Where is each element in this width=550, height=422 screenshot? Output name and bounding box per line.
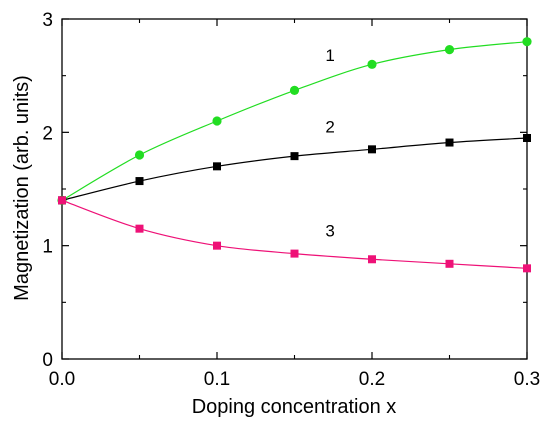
data-point xyxy=(213,241,221,250)
plot-area: 0.0 0.1 0.2 0.3 0 1 2 3 xyxy=(42,10,540,390)
x-axis-title: Doping concentration x xyxy=(192,396,397,418)
series-label-3: 3 xyxy=(325,222,334,241)
data-point xyxy=(523,134,531,142)
series-line-1 xyxy=(61,41,528,201)
data-point xyxy=(135,177,144,186)
x-tick-label: 0.2 xyxy=(359,369,385,390)
data-point xyxy=(290,152,299,161)
y-tick-label: 3 xyxy=(42,10,53,31)
series-label-1: 1 xyxy=(325,46,334,65)
annotation-layer: 1 2 3 xyxy=(325,46,334,241)
data-point xyxy=(368,145,376,154)
plot-frame xyxy=(61,18,528,360)
y-tick-label: 1 xyxy=(42,237,53,258)
data-point xyxy=(367,59,377,69)
x-tick-label: 0.3 xyxy=(514,369,540,390)
data-point xyxy=(58,196,66,205)
series-layer xyxy=(57,37,532,273)
series-line-2 xyxy=(61,137,528,201)
y-tick-label: 0 xyxy=(42,350,53,371)
data-point xyxy=(444,45,455,55)
y-axis-title: Magnetization (arb. units) xyxy=(11,75,33,301)
series-1 xyxy=(57,37,532,205)
data-point xyxy=(368,255,376,264)
data-point xyxy=(213,162,221,171)
x-tick-label: 0.0 xyxy=(49,369,75,390)
data-point xyxy=(445,259,454,268)
series-label-2: 2 xyxy=(325,117,334,136)
y-tick-label: 2 xyxy=(42,123,53,144)
data-point xyxy=(445,138,454,147)
series-line-3 xyxy=(61,199,528,269)
data-point xyxy=(212,116,222,126)
data-point xyxy=(289,85,300,95)
x-tick-label: 0.1 xyxy=(204,369,230,390)
series-3 xyxy=(58,196,531,273)
data-point xyxy=(290,249,299,258)
data-point xyxy=(135,224,144,233)
data-point xyxy=(134,150,145,160)
data-point xyxy=(523,264,531,273)
series-2 xyxy=(58,134,531,205)
data-point xyxy=(522,37,532,47)
